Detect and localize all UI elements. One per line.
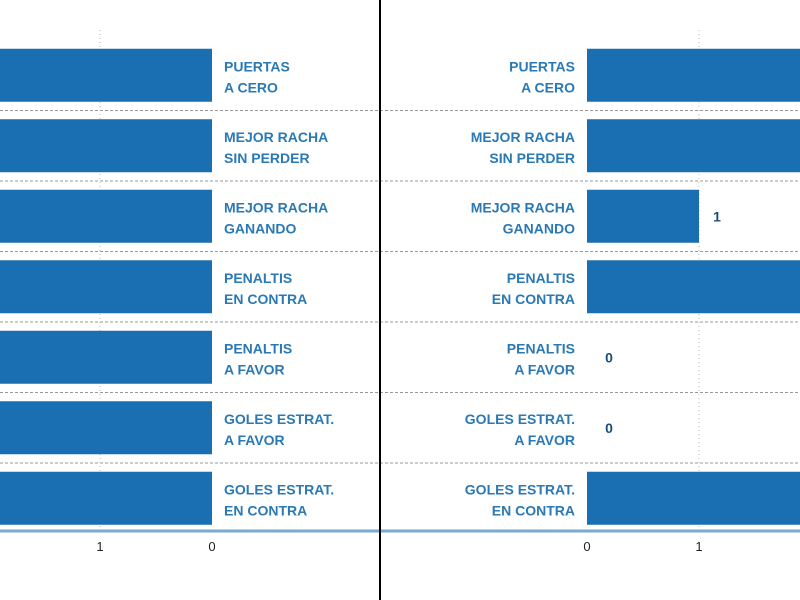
bar: [587, 260, 800, 314]
bar: [0, 48, 212, 102]
category-label-line: MEJOR RACHA: [224, 199, 328, 215]
category-label: PENALTIS A FAVOR: [224, 340, 292, 377]
category-label-line: MEJOR RACHA: [224, 129, 328, 145]
category-label-line: A FAVOR: [224, 361, 285, 377]
category-label-line: EN CONTRA: [224, 291, 307, 307]
category-label-line: GANANDO: [503, 220, 575, 236]
category-label-line: A FAVOR: [224, 432, 285, 448]
bar: [587, 471, 800, 525]
category-label: MEJOR RACHA SIN PERDER: [471, 129, 575, 166]
category-label: PENALTIS EN CONTRA: [224, 270, 307, 307]
category-label-line: EN CONTRA: [224, 502, 307, 518]
category-label: PENALTIS EN CONTRA: [492, 270, 575, 307]
category-label: PUERTAS A CERO: [509, 58, 575, 95]
value-label: 1: [713, 208, 721, 224]
category-label: MEJOR RACHA SIN PERDER: [224, 129, 328, 166]
category-label-line: PUERTAS: [509, 58, 575, 74]
category-label-line: MEJOR RACHA: [471, 129, 575, 145]
bar: [587, 119, 800, 173]
category-label-line: SIN PERDER: [224, 150, 310, 166]
value-label: 0: [605, 420, 613, 436]
bar: [0, 260, 212, 314]
bar: [587, 189, 699, 243]
bar: [0, 189, 212, 243]
category-label-line: GOLES ESTRAT.: [465, 481, 575, 497]
bar: [0, 401, 212, 455]
category-label: GOLES ESTRAT. EN CONTRA: [224, 481, 334, 518]
category-label-line: GOLES ESTRAT.: [224, 481, 334, 497]
category-label: GOLES ESTRAT. EN CONTRA: [465, 481, 575, 518]
category-label-line: PENALTIS: [507, 340, 575, 356]
category-label-line: GANANDO: [224, 220, 296, 236]
category-label-line: EN CONTRA: [492, 291, 575, 307]
category-label-line: PUERTAS: [224, 58, 290, 74]
x-tick-label: 0: [583, 539, 590, 554]
category-label-line: EN CONTRA: [492, 502, 575, 518]
category-label: MEJOR RACHA GANANDO: [471, 199, 575, 236]
category-label: MEJOR RACHA GANANDO: [224, 199, 328, 236]
category-label-line: PENALTIS: [507, 270, 575, 286]
bar: [0, 471, 212, 525]
category-label-line: GOLES ESTRAT.: [224, 411, 334, 427]
category-label-line: PENALTIS: [224, 340, 292, 356]
category-label-line: A FAVOR: [514, 432, 575, 448]
category-label-line: MEJOR RACHA: [471, 199, 575, 215]
category-label-line: A FAVOR: [514, 361, 575, 377]
bar: [587, 48, 800, 102]
category-label: PUERTAS A CERO: [224, 58, 290, 95]
category-label: GOLES ESTRAT. A FAVOR: [465, 411, 575, 448]
category-label-line: A CERO: [224, 79, 278, 95]
x-tick-label: 0: [208, 539, 215, 554]
value-label: 0: [605, 349, 613, 365]
x-tick-label: 1: [96, 539, 103, 554]
category-label-line: SIN PERDER: [489, 150, 575, 166]
category-label-line: PENALTIS: [224, 270, 292, 286]
category-label-line: A CERO: [521, 79, 575, 95]
category-label: PENALTIS A FAVOR: [507, 340, 575, 377]
category-label: GOLES ESTRAT. A FAVOR: [224, 411, 334, 448]
bar: [0, 119, 212, 173]
bar: [0, 330, 212, 384]
x-tick-label: 1: [695, 539, 702, 554]
category-label-line: GOLES ESTRAT.: [465, 411, 575, 427]
